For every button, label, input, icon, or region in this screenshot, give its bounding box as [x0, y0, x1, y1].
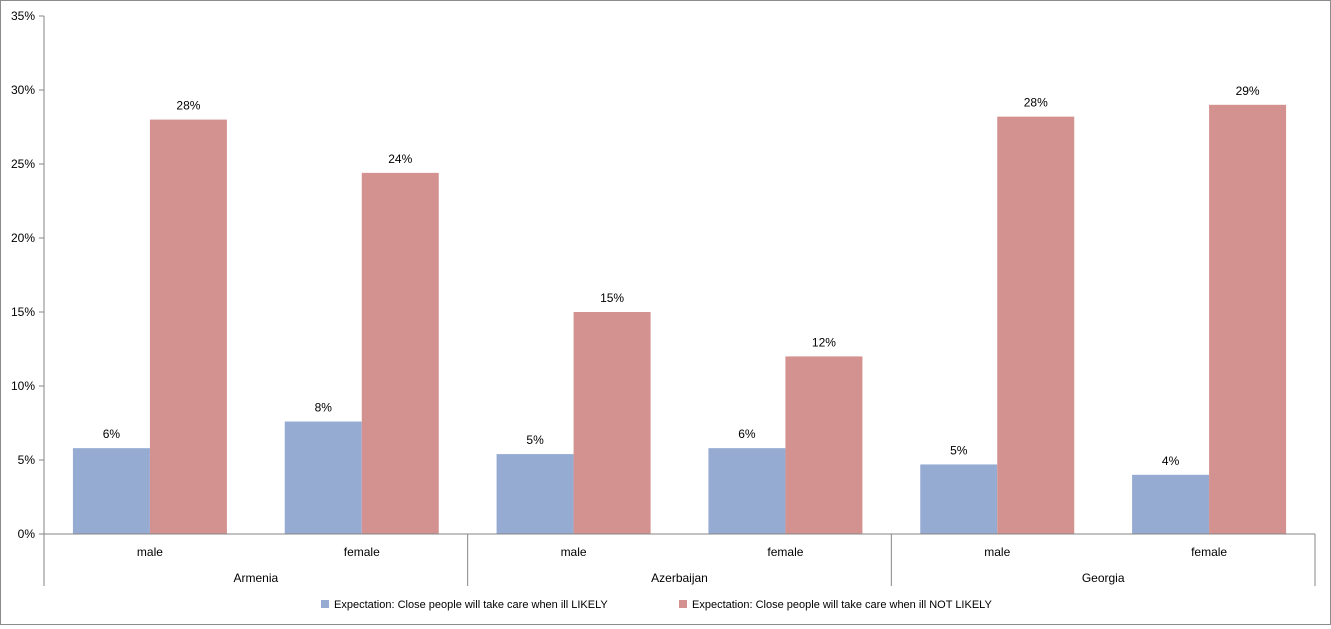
x-category-label: male [561, 545, 587, 559]
bar-likely [284, 421, 362, 534]
legend-swatch [679, 600, 687, 608]
bar-likely [496, 454, 574, 534]
y-tick-label: 10% [11, 379, 35, 393]
data-label: 28% [176, 99, 200, 113]
y-axis: 0% 5% 10% 15% 20% 25% 30% 35% [11, 9, 45, 541]
legend-label: Expectation: Close people will take care… [334, 599, 608, 611]
x-category-label: male [137, 545, 163, 559]
x-category-label: female [767, 545, 803, 559]
bar-not-likely [573, 312, 651, 534]
data-label: 6% [738, 427, 756, 441]
bar-likely [708, 448, 786, 534]
legend-swatch [321, 600, 329, 608]
y-tick-label: 20% [11, 231, 35, 245]
data-label: 15% [600, 291, 624, 305]
bar-not-likely [997, 116, 1075, 534]
bar-not-likely [785, 356, 863, 534]
x-group-label: Georgia [1082, 571, 1125, 585]
data-label: 28% [1024, 96, 1048, 110]
x-axis: male female male female male female Armenia Aze… [43, 533, 1316, 586]
data-label: 12% [812, 335, 836, 349]
x-category-label: female [344, 545, 380, 559]
data-label: 24% [388, 152, 412, 166]
bar-likely [72, 448, 150, 534]
bar-not-likely [361, 172, 439, 534]
y-tick-label: 0% [18, 527, 36, 541]
x-category-label: female [1191, 545, 1227, 559]
legend: Expectation: Close people will take care… [321, 599, 992, 611]
bar-likely [920, 464, 998, 534]
data-label: 8% [315, 401, 333, 415]
bar-not-likely [149, 119, 227, 534]
data-label: 5% [950, 443, 968, 457]
bar-not-likely [1209, 104, 1287, 535]
y-tick-label: 5% [18, 453, 36, 467]
data-label: 29% [1236, 84, 1260, 98]
bar-likely [1132, 474, 1210, 534]
legend-label: Expectation: Close people will take care… [692, 599, 992, 611]
y-tick-label: 30% [11, 83, 35, 97]
x-category-label: male [984, 545, 1010, 559]
x-group-label: Armenia [233, 571, 278, 585]
data-label: 4% [1162, 454, 1180, 468]
y-tick-label: 15% [11, 305, 35, 319]
x-group-label: Azerbaijan [651, 571, 708, 585]
data-label: 6% [103, 427, 121, 441]
y-tick-label: 25% [11, 157, 35, 171]
bars-layer: 6% 28% 8% 24% 5% 15% 6% 12% 5% 28% 4% 29% [72, 84, 1287, 535]
data-label: 5% [526, 433, 544, 447]
y-tick-label: 35% [11, 9, 35, 23]
